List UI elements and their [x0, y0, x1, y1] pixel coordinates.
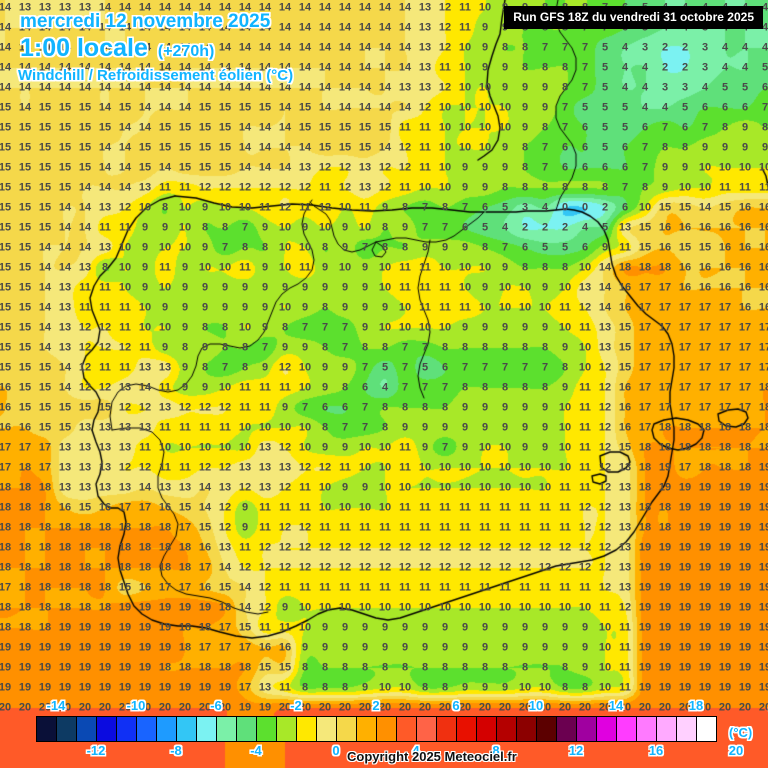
legend-swatch: [596, 716, 617, 742]
legend-swatch: [36, 716, 57, 742]
legend-tick-label: 8: [492, 743, 500, 758]
legend-swatch: [696, 716, 717, 742]
legend-swatch: [496, 716, 517, 742]
model-run-banner: Run GFS 18Z du vendredi 31 octobre 2025: [504, 6, 763, 29]
legend-unit-label: (°C): [729, 725, 753, 740]
legend-tick-label: -6: [210, 698, 222, 713]
legend-swatch: [656, 716, 677, 742]
legend-tick-label: 10: [528, 698, 544, 713]
legend-swatch: [176, 716, 197, 742]
legend-swatch: [56, 716, 77, 742]
legend-swatch: [96, 716, 117, 742]
legend-swatch: [216, 716, 237, 742]
map-title-block: mercredi 12 novembre 2025 1:00 locale (+…: [8, 8, 293, 83]
legend-swatch: [396, 716, 417, 742]
legend-swatch: [436, 716, 457, 742]
legend-swatch: [156, 716, 177, 742]
legend-swatch: [476, 716, 497, 742]
legend-swatch: [276, 716, 297, 742]
legend-swatch: [356, 716, 377, 742]
forecast-time-row: 1:00 locale (+270h): [20, 36, 293, 61]
legend-swatch: [336, 716, 357, 742]
legend-swatch: [316, 716, 337, 742]
legend-tick-label: 6: [452, 698, 460, 713]
legend-tick-label: 18: [688, 698, 704, 713]
legend-tick-label: -10: [126, 698, 146, 713]
legend-swatch: [636, 716, 657, 742]
forecast-time-label: 1:00 locale: [20, 34, 148, 62]
legend-swatch: [556, 716, 577, 742]
copyright-label: Copyright 2025 Meteociel.fr: [347, 749, 517, 764]
forecast-date-label: mercredi 12 novembre 2025: [20, 11, 271, 32]
legend-tick-label: 2: [372, 698, 380, 713]
legend-swatch: [516, 716, 537, 742]
legend-swatch: [576, 716, 597, 742]
color-scale-bar[interactable]: [36, 716, 717, 742]
legend-swatch: [376, 716, 397, 742]
legend-tick-label: -8: [170, 743, 182, 758]
legend-swatch: [536, 716, 557, 742]
legend-swatch: [676, 716, 697, 742]
legend-swatch: [416, 716, 437, 742]
legend-swatch: [256, 716, 277, 742]
forecast-offset-label: (+270h): [157, 43, 215, 60]
legend-tick-label: -4: [250, 743, 262, 758]
legend-swatch: [196, 716, 217, 742]
legend-tick-label: -14: [46, 698, 66, 713]
legend-swatch: [456, 716, 477, 742]
legend-swatch: [136, 716, 157, 742]
legend-tick-label: 0: [332, 743, 340, 758]
legend-tick-label: 14: [608, 698, 624, 713]
legend-tick-label: 16: [648, 743, 664, 758]
color-scale-legend: (°C) -14-10-6-2261014182226303438424650-…: [0, 694, 768, 768]
parameter-label: Windchill / Refroidissement éolien (°C): [18, 67, 294, 84]
legend-tick-label: 4: [412, 743, 420, 758]
legend-tick-label: 20: [728, 743, 744, 758]
legend-tick-label: -12: [86, 743, 106, 758]
legend-swatch: [296, 716, 317, 742]
legend-swatch: [76, 716, 97, 742]
legend-swatch: [236, 716, 257, 742]
legend-tick-label: 12: [568, 743, 584, 758]
legend-tick-label: -2: [290, 698, 302, 713]
legend-swatch: [616, 716, 637, 742]
legend-swatch: [116, 716, 137, 742]
